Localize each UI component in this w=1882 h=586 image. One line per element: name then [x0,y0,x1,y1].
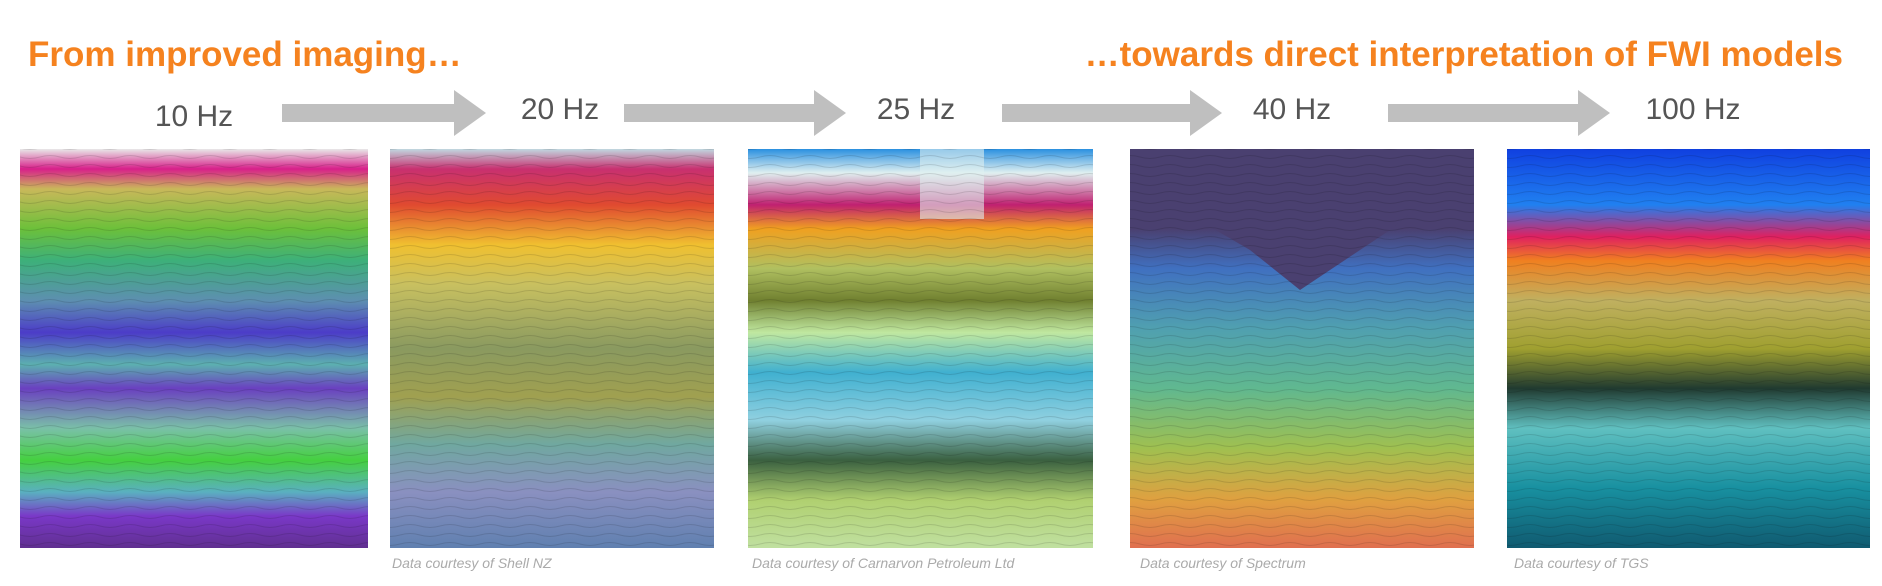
credit: Data courtesy of Carnarvon Petroleum Ltd [752,555,1015,571]
heading-right: …towards direct interpretation of FWI mo… [1085,35,1843,74]
heading-left: From improved imaging… [28,35,462,74]
frequency-label: 100 Hz [1645,93,1740,126]
frequency-label: 40 Hz [1253,93,1331,126]
labels: 10 Hz 20 Hz 25 Hz 40 Hz 100 Hz Data cour… [155,93,1741,571]
frequency-label: 25 Hz [877,93,955,126]
panels [20,149,1870,548]
arrows [282,90,1610,136]
credit: Data courtesy of TGS [1514,555,1649,571]
credit: Data courtesy of Spectrum [1140,555,1306,571]
credit: Data courtesy of Shell NZ [392,555,552,571]
frequency-label: 10 Hz [155,100,233,133]
frequency-label: 20 Hz [521,93,599,126]
